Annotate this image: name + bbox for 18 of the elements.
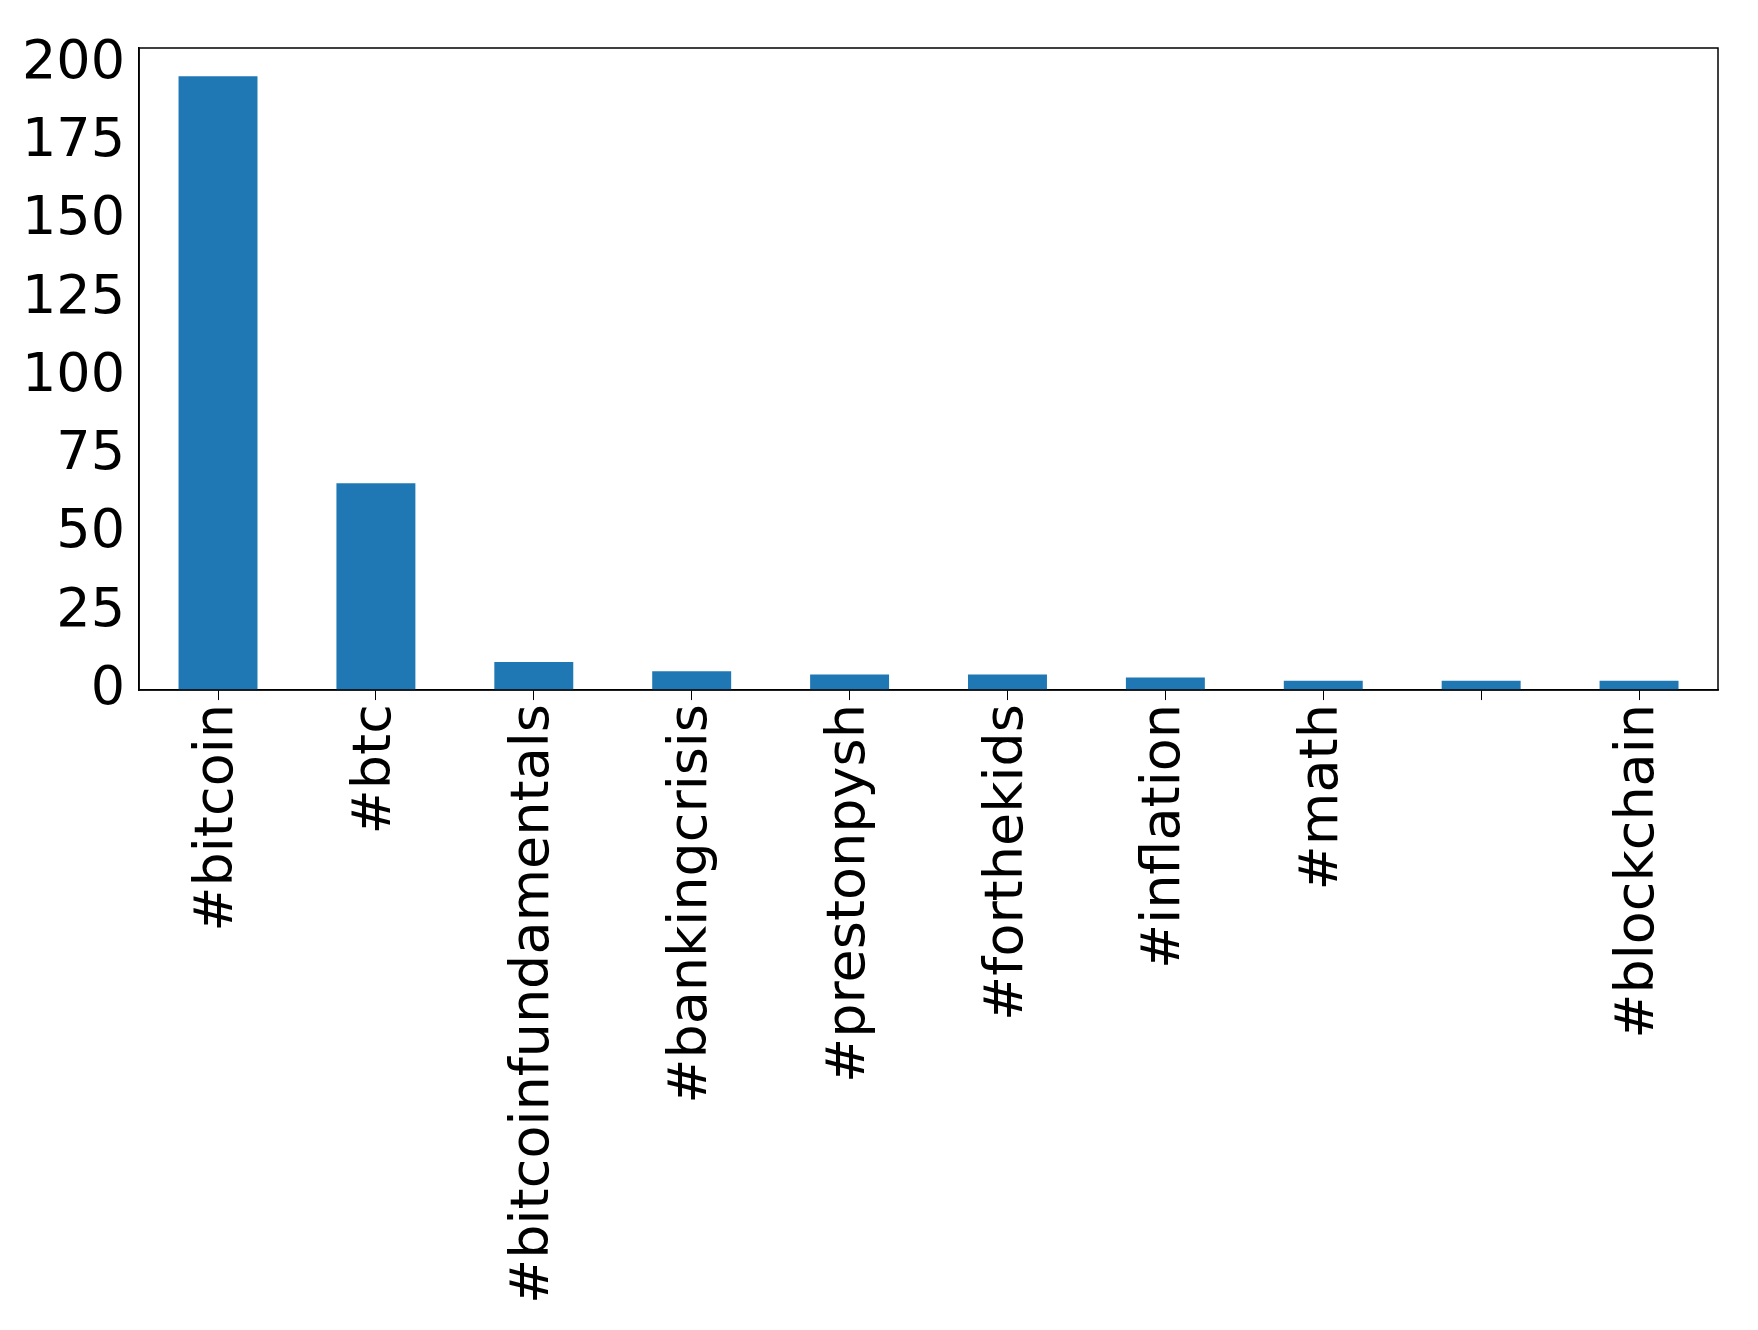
y-tick-label: 50 [56,497,126,561]
y-tick-label: 75 [56,419,126,483]
x-tick-label: #blockchain [1603,704,1667,1039]
x-tick-label: #bitcoinfundamentals [497,704,561,1304]
y-tick-label: 25 [56,575,126,639]
x-tick-label: #bitcoin [182,704,246,932]
y-tick-label: 200 [21,27,126,91]
x-tick-label: #prestonpysh [813,704,877,1083]
x-tick-label: #forthekids [971,704,1035,1021]
y-tick-label: 0 [90,654,126,718]
y-tick-label: 175 [21,105,126,169]
y-tick-label: 100 [21,340,126,404]
x-tick-label: #inflation [1129,704,1193,970]
y-tick-label: 125 [21,262,126,326]
x-tick-label: #bankingcrisis [655,704,719,1104]
x-tick-label: #btc [339,704,403,835]
y-tick-label: 150 [21,184,126,248]
x-tick-label: #math [1287,704,1351,891]
